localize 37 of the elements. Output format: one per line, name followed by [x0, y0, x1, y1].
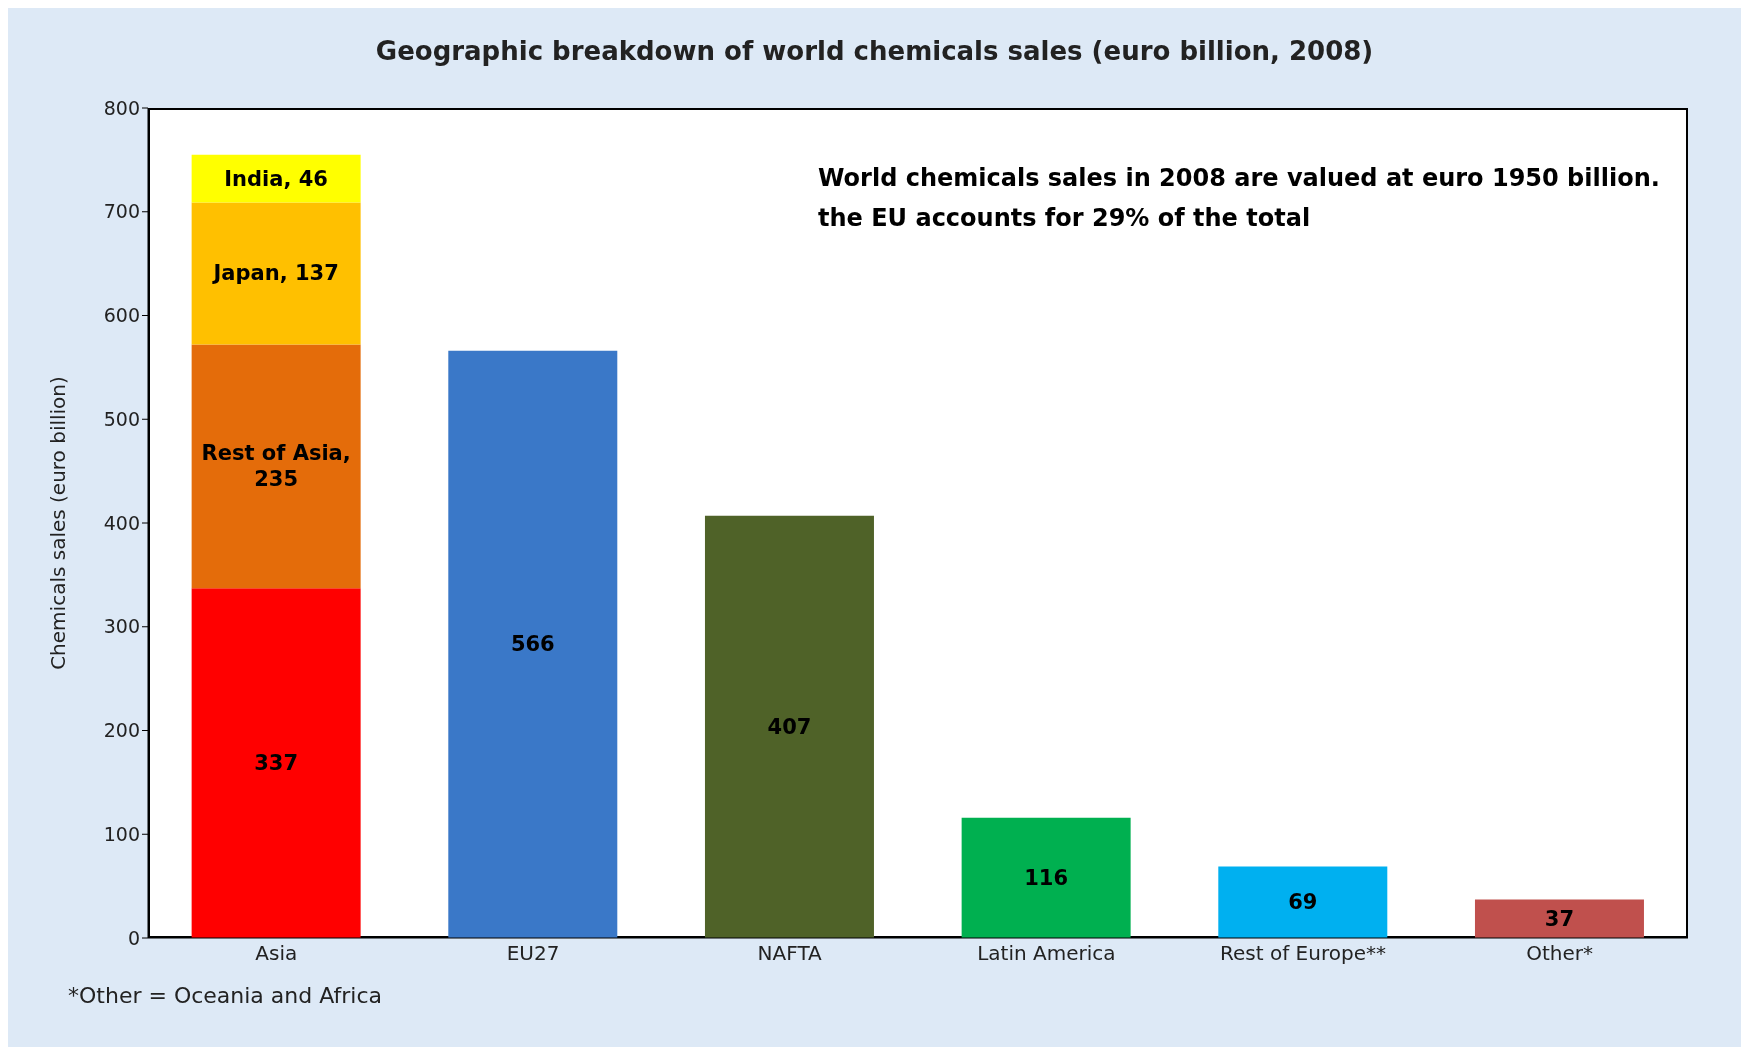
- bar: [1474, 899, 1644, 938]
- y-tick-label: 300: [103, 615, 140, 638]
- bar: [191, 202, 361, 345]
- y-tick-label: 200: [103, 719, 140, 742]
- y-tick-label: 0: [127, 926, 140, 949]
- x-tick-label: Latin America: [977, 941, 1116, 966]
- y-tick-label: 800: [103, 96, 140, 119]
- x-tick-label: Asia: [255, 941, 298, 966]
- bar: [191, 588, 361, 938]
- x-tick-label: EU27: [506, 941, 560, 966]
- data-label: Japan, 137: [211, 261, 339, 286]
- y-tick-label: 100: [103, 822, 140, 845]
- y-tick-label: 500: [103, 407, 140, 430]
- data-label: 116: [1024, 865, 1069, 890]
- chart-title: Geographic breakdown of world chemicals sales (euro billion, 2008): [374, 36, 1375, 66]
- x-tick-label: Other*: [1526, 941, 1594, 966]
- x-tick-label: Rest of Europe**: [1220, 941, 1386, 966]
- text: *Other = Oceania and Africa: [68, 983, 382, 1008]
- data-label: 37: [1544, 906, 1575, 931]
- annotation: the EU accounts for 29% of the total: [818, 203, 1312, 234]
- x-tick-label: NAFTA: [757, 941, 823, 966]
- data-label: 337: [254, 751, 299, 776]
- annotation: World chemicals sales in 2008 are valued at euro 1950 billion.: [818, 163, 1660, 194]
- bar: [1218, 866, 1388, 938]
- bar: [704, 515, 874, 938]
- y-tick-label: 700: [103, 200, 140, 223]
- data-label: Rest of Asia, 235: [201, 441, 351, 492]
- y-tick-label: 600: [103, 304, 140, 327]
- data-label: India, 46: [224, 166, 328, 191]
- data-label: 566: [510, 632, 555, 657]
- data-label: 407: [767, 714, 812, 739]
- bar: [961, 817, 1131, 938]
- bar: [191, 344, 361, 589]
- y-tick-label: 400: [103, 511, 140, 534]
- data-label: 69: [1288, 890, 1318, 915]
- bar: [448, 350, 618, 938]
- y-axis-title: Chemicals sales (euro billion): [46, 376, 71, 670]
